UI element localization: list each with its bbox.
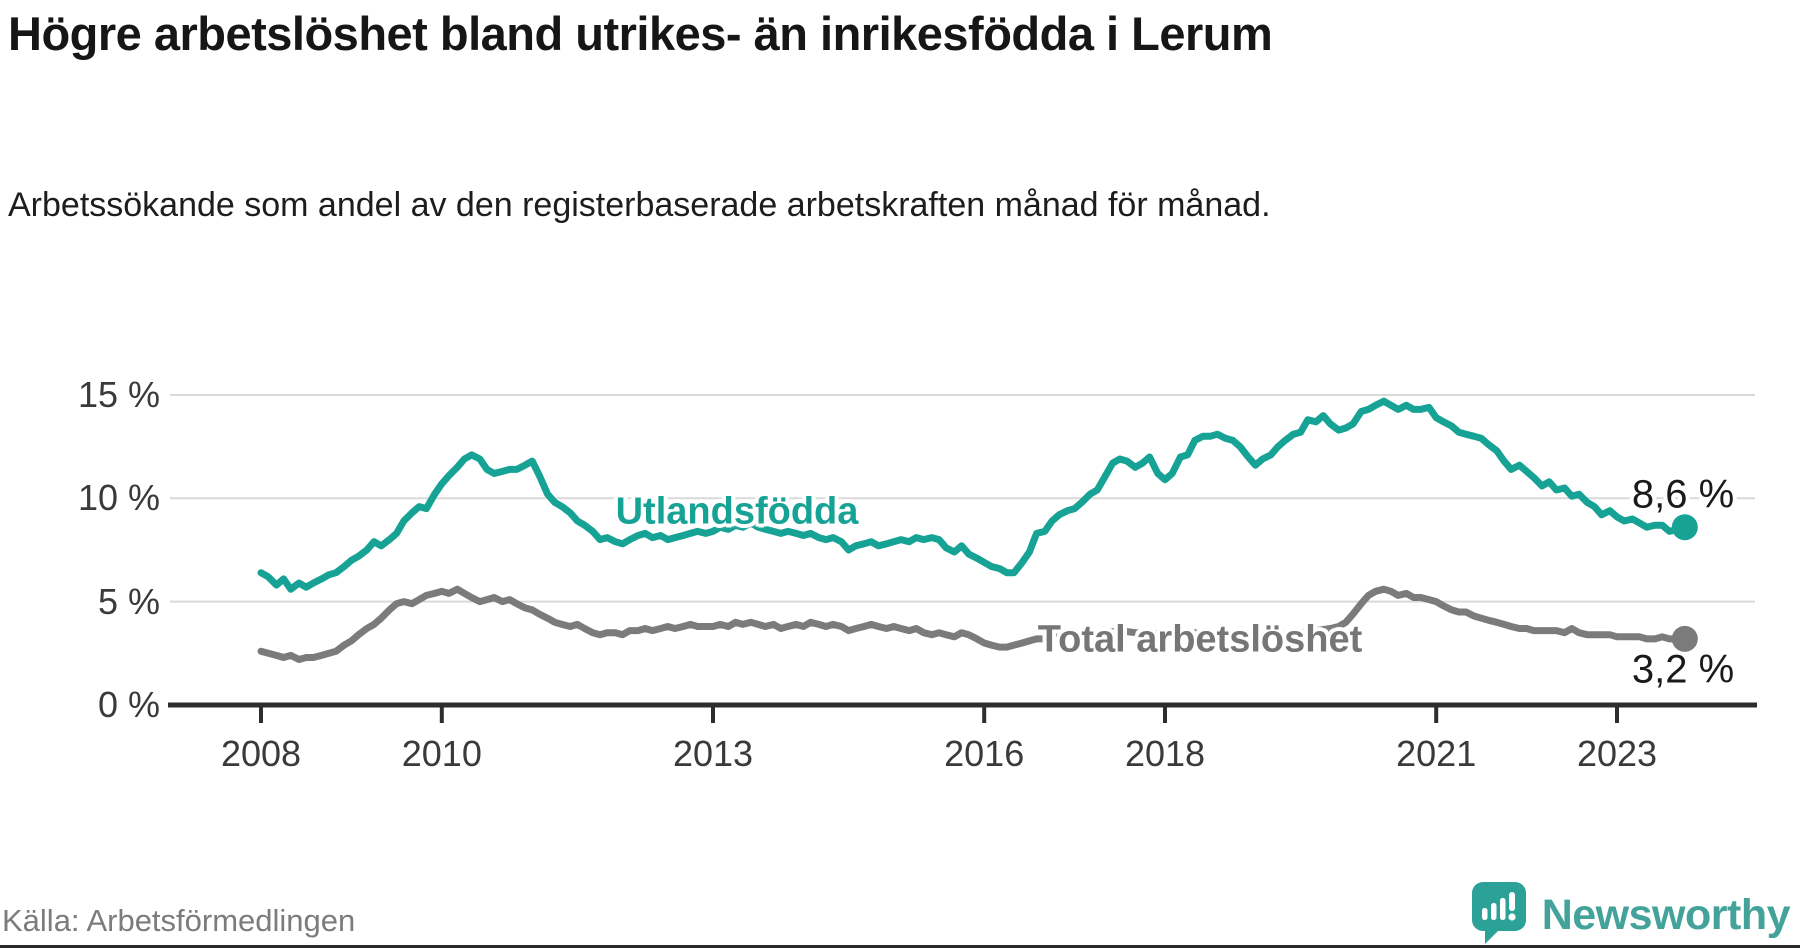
series-label-total-arbetsloshet: Total arbetslöshet xyxy=(1037,618,1363,661)
bottom-border xyxy=(0,945,1800,948)
x-axis-label-2018: 2018 xyxy=(1124,733,1206,774)
line-series-utlandsfodda xyxy=(257,397,1689,593)
x-axis-label-2023: 2023 xyxy=(1576,733,1658,774)
series-label-utlandsfodda: Utlandsfödda xyxy=(615,490,859,533)
x-axis-label-2016: 2016 xyxy=(944,733,1025,774)
x-axis-label-2021: 2021 xyxy=(1396,733,1477,774)
y-axis-label-10: 10 % xyxy=(77,477,160,519)
chart-subtitle: Arbetssökande som andel av den registerb… xyxy=(8,186,1271,224)
source-label: Källa: Arbetsförmedlingen xyxy=(2,903,356,938)
y-axis-label-5: 5 % xyxy=(97,580,160,622)
end-dot-utlandsfodda xyxy=(1671,514,1698,541)
line-series-total xyxy=(257,585,1689,663)
newsworthy-bar-chart-speech-bubble-icon xyxy=(1471,882,1526,948)
newsworthy-logo-text: Newsworthy xyxy=(1541,891,1791,939)
x-axis-label-2013: 2013 xyxy=(672,733,754,774)
y-axis-label-15: 15 % xyxy=(77,373,160,415)
x-axis-label-2008: 2008 xyxy=(220,733,302,774)
chart-title: Högre arbetslöshet bland utrikes- än inr… xyxy=(8,7,1273,60)
end-value-label-total: 3,2 % xyxy=(1631,647,1735,692)
end-value-label-utlandsfodda: 8,6 % xyxy=(1631,472,1735,517)
y-axis-label-0: 0 % xyxy=(97,684,160,725)
x-axis-label-2010: 2010 xyxy=(401,733,482,774)
newsworthy-logo[interactable]: Newsworthy xyxy=(1471,882,1791,948)
